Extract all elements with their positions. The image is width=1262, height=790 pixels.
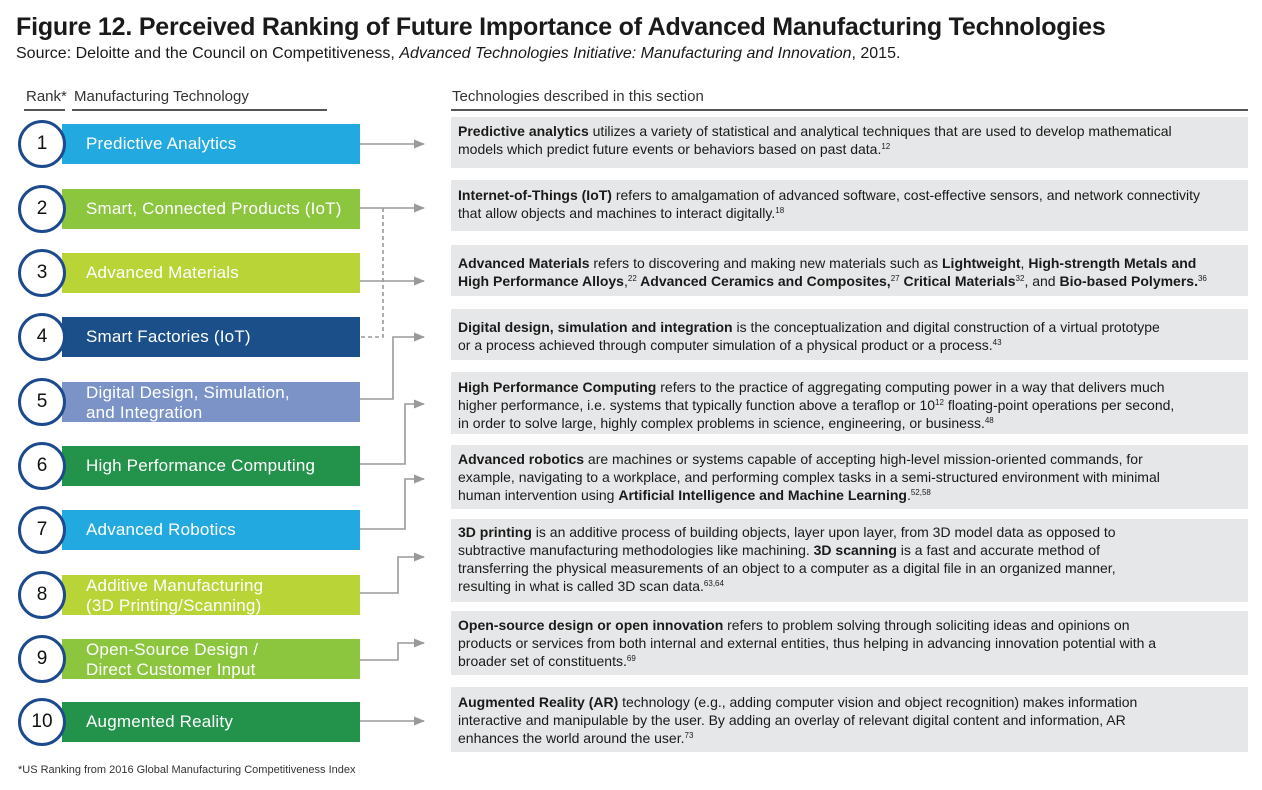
description-line: in order to solve large, highly complex … xyxy=(458,415,994,431)
description-advanced-robotics: Advanced robotics are machines or system… xyxy=(451,445,1248,509)
technology-label-line1: Additive Manufacturing xyxy=(86,576,264,595)
technology-bar-digital-design: Digital Design, Simulation, and Integrati… xyxy=(62,382,360,422)
description-line: Augmented Reality (AR) technology (e.g.,… xyxy=(458,694,1138,710)
description-line: Predictive analytics utilizes a variety … xyxy=(458,123,1172,139)
rank-circle: 10 xyxy=(18,698,66,746)
technology-label-line2: Direct Customer Input xyxy=(86,660,256,679)
rank-row-8: 8 Additive Manufacturing (3D Printing/Sca… xyxy=(18,571,360,619)
description-line: Advanced robotics are machines or system… xyxy=(458,451,1143,467)
technology-bar-additive-manufacturing: Additive Manufacturing (3D Printing/Scann… xyxy=(62,575,360,615)
described-header-rule xyxy=(451,109,1248,111)
rank-row-5: 5 Digital Design, Simulation, and Integra… xyxy=(18,378,360,426)
description-line: Internet-of-Things (IoT) refers to amalg… xyxy=(458,187,1201,203)
description-line: that allow objects and machines to inter… xyxy=(458,205,785,221)
description-line: broader set of constituents.69 xyxy=(458,653,636,669)
technology-label: Smart Factories (IoT) xyxy=(86,327,251,346)
description-line: enhances the world around the user.73 xyxy=(458,730,694,746)
description-line: Open-source design or open innovation re… xyxy=(458,617,1130,633)
rank-row-6: 6 High Performance Computing xyxy=(18,442,360,490)
technology-bar-advanced-materials: Advanced Materials xyxy=(62,253,360,293)
description-3d-printing: 3D printing is an additive process of bu… xyxy=(451,519,1248,602)
rank-circle: 9 xyxy=(18,635,66,683)
description-line: example, navigating to a workplace, and … xyxy=(458,469,1160,485)
description-line: or a process achieved through computer s… xyxy=(458,337,1002,353)
source-prefix: Source: Deloitte and the Council on Comp… xyxy=(16,45,400,62)
technology-label-line2: and Integration xyxy=(86,403,203,422)
rank-row-1: 1 Predictive Analytics xyxy=(18,120,360,168)
description-open-source-design: Open-source design or open innovation re… xyxy=(451,611,1248,675)
connector-6 xyxy=(360,399,426,465)
description-line: High Performance Computing refers to the… xyxy=(458,379,1165,395)
technology-label: Smart, Connected Products (IoT) xyxy=(86,199,342,218)
connector-5 xyxy=(360,332,426,400)
description-iot: Internet-of-Things (IoT) refers to amalg… xyxy=(451,180,1248,231)
rank-circle: 2 xyxy=(18,185,66,233)
technology-label: Predictive Analytics xyxy=(86,134,237,153)
technology-bar-smart-connected-products: Smart, Connected Products (IoT) xyxy=(62,189,360,229)
technology-header: Manufacturing Technology xyxy=(74,88,249,105)
rank-circle: 7 xyxy=(18,506,66,554)
description-predictive-analytics: Predictive analytics utilizes a variety … xyxy=(451,117,1248,168)
rank-circle: 8 xyxy=(18,571,66,619)
description-digital-design: Digital design, simulation and integrati… xyxy=(451,309,1248,360)
description-line: subtractive manufacturing methodologies … xyxy=(458,542,1101,558)
technology-label: Advanced Robotics xyxy=(86,520,236,539)
figure-title: Figure 12. Perceived Ranking of Future I… xyxy=(16,13,1106,41)
connector-2-4-dashed xyxy=(360,208,384,338)
technology-bar-advanced-robotics: Advanced Robotics xyxy=(62,510,360,550)
rank-header-rule xyxy=(24,109,65,111)
rank-row-3: 3 Advanced Materials xyxy=(18,249,360,297)
rank-circle: 3 xyxy=(18,249,66,297)
footnote: *US Ranking from 2016 Global Manufacturi… xyxy=(18,764,356,776)
rank-row-10: 10 Augmented Reality xyxy=(18,698,360,746)
technology-label-line1: Open-Source Design / xyxy=(86,640,259,659)
technology-bar-augmented-reality: Augmented Reality xyxy=(62,702,360,742)
technology-header-rule xyxy=(72,109,327,111)
rank-row-4: 4 Smart Factories (IoT) xyxy=(18,313,360,361)
technology-label-line2: (3D Printing/Scanning) xyxy=(86,596,262,615)
description-augmented-reality: Augmented Reality (AR) technology (e.g.,… xyxy=(451,687,1248,752)
rank-circle: 5 xyxy=(18,378,66,426)
rank-circle: 6 xyxy=(18,442,66,490)
description-line: interactive and manipulable by the user.… xyxy=(458,712,1126,728)
connector-7 xyxy=(360,474,426,530)
source-suffix: , 2015. xyxy=(851,45,901,62)
rank-row-9: 9 Open-Source Design / Direct Customer In… xyxy=(18,635,360,683)
rank-circle: 4 xyxy=(18,313,66,361)
description-line: Advanced Materials refers to discovering… xyxy=(458,255,1197,271)
description-line: human intervention using Artificial Inte… xyxy=(458,487,931,503)
description-line: resulting in what is called 3D scan data… xyxy=(458,578,724,594)
figure-source: Source: Deloitte and the Council on Comp… xyxy=(16,45,900,63)
connector-8 xyxy=(360,552,426,594)
technology-label: High Performance Computing xyxy=(86,456,316,475)
source-publication: Advanced Technologies Initiative: Manufa… xyxy=(399,45,852,62)
description-line: products or services from both internal … xyxy=(458,635,1157,651)
technology-label-line1: Digital Design, Simulation, xyxy=(86,383,290,402)
description-advanced-materials: Advanced Materials refers to discovering… xyxy=(451,245,1248,296)
description-line: Digital design, simulation and integrati… xyxy=(458,319,1160,335)
description-line: transferring the physical measurements o… xyxy=(458,560,1116,576)
description-line: models which predict future events or be… xyxy=(458,141,891,157)
rank-row-7: 7 Advanced Robotics xyxy=(18,506,360,554)
description-line: 3D printing is an additive process of bu… xyxy=(458,524,1116,540)
technology-bar-predictive-analytics: Predictive Analytics xyxy=(62,124,360,164)
rank-header: Rank* xyxy=(26,88,67,105)
described-header: Technologies described in this section xyxy=(452,88,704,105)
technology-bar-high-performance-computing: High Performance Computing xyxy=(62,446,360,486)
description-high-performance-computing: High Performance Computing refers to the… xyxy=(451,372,1248,434)
description-line: higher performance, i.e. systems that ty… xyxy=(458,397,1175,413)
rank-row-2: 2 Smart, Connected Products (IoT) xyxy=(18,185,360,233)
technology-label: Augmented Reality xyxy=(86,712,234,731)
technology-bar-smart-factories: Smart Factories (IoT) xyxy=(62,317,360,357)
description-line: High Performance Alloys,22 Advanced Cera… xyxy=(458,273,1207,289)
technology-bar-open-source-design: Open-Source Design / Direct Customer Inpu… xyxy=(62,639,360,679)
connector-9 xyxy=(360,638,426,661)
rank-circle: 1 xyxy=(18,120,66,168)
technology-label: Advanced Materials xyxy=(86,263,239,282)
